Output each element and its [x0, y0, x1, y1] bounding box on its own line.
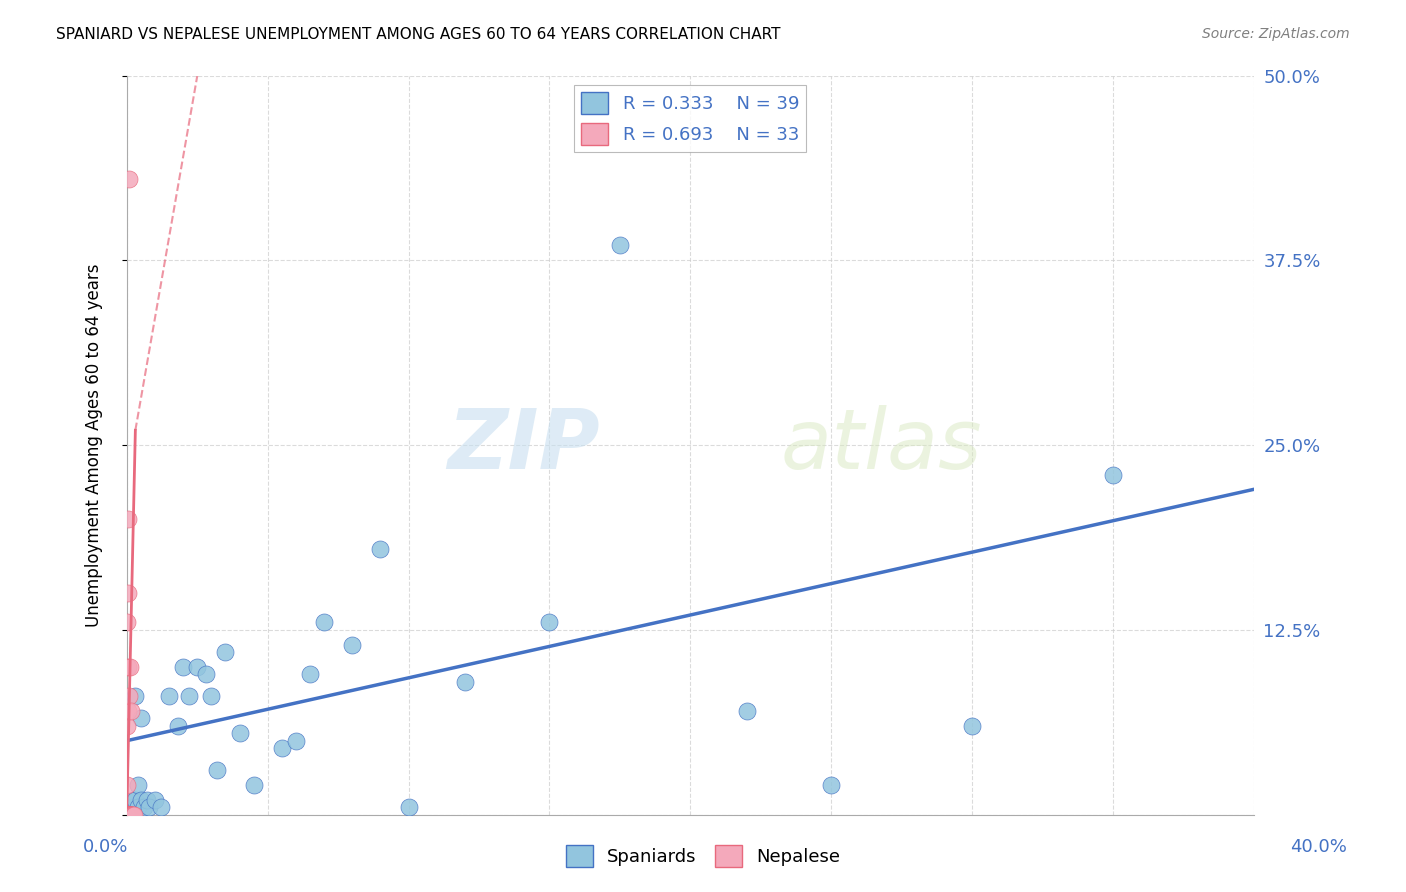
Point [117, 807, 139, 822]
Point [121, 800, 143, 814]
Point [342, 638, 364, 652]
Point [120, 807, 142, 822]
Point [122, 807, 145, 822]
Point [312, 615, 335, 630]
Point [1101, 467, 1123, 482]
Point [200, 690, 222, 704]
Point [298, 667, 321, 681]
Point [117, 615, 139, 630]
Point [129, 711, 152, 725]
Point [121, 793, 143, 807]
Point [117, 807, 139, 822]
Point [115, 807, 138, 822]
Point [115, 719, 138, 733]
Legend: Spaniards, Nepalese: Spaniards, Nepalese [558, 838, 848, 874]
Point [194, 667, 217, 681]
Point [135, 793, 157, 807]
Point [120, 704, 142, 718]
Point [172, 659, 194, 673]
Point [214, 645, 236, 659]
Point [117, 586, 139, 600]
Point [115, 807, 138, 822]
Point [398, 800, 420, 814]
Point [270, 741, 292, 756]
Point [735, 704, 758, 718]
Point [138, 800, 160, 814]
Point [117, 704, 139, 718]
Point [820, 778, 842, 792]
Point [120, 807, 142, 822]
Point [124, 690, 146, 704]
Legend: R = 0.333    N = 39, R = 0.693    N = 33: R = 0.333 N = 39, R = 0.693 N = 33 [574, 85, 807, 152]
Point [284, 733, 307, 747]
Point [127, 778, 149, 792]
Point [132, 800, 155, 814]
Point [117, 690, 139, 704]
Point [609, 238, 631, 252]
Point [149, 800, 172, 814]
Point [117, 807, 139, 822]
Point [118, 659, 141, 673]
Text: atlas: atlas [780, 405, 981, 485]
Point [186, 659, 208, 673]
Point [121, 807, 143, 822]
Point [370, 541, 392, 556]
Point [120, 807, 142, 822]
Point [120, 807, 142, 822]
Point [143, 793, 166, 807]
Point [118, 807, 141, 822]
Point [960, 719, 983, 733]
Point [118, 172, 141, 186]
Point [118, 807, 141, 822]
Text: ZIP: ZIP [447, 405, 600, 485]
Point [120, 807, 142, 822]
Point [538, 615, 561, 630]
Text: Source: ZipAtlas.com: Source: ZipAtlas.com [1202, 27, 1350, 41]
Point [157, 690, 180, 704]
Point [242, 778, 264, 792]
Text: 40.0%: 40.0% [1291, 838, 1347, 856]
Point [228, 726, 250, 740]
Point [117, 659, 139, 673]
Text: SPANIARD VS NEPALESE UNEMPLOYMENT AMONG AGES 60 TO 64 YEARS CORRELATION CHART: SPANIARD VS NEPALESE UNEMPLOYMENT AMONG … [56, 27, 780, 42]
Point [115, 778, 138, 792]
Point [115, 807, 138, 822]
Y-axis label: Unemployment Among Ages 60 to 64 years: Unemployment Among Ages 60 to 64 years [86, 263, 103, 627]
Point [124, 793, 146, 807]
Point [127, 800, 149, 814]
Point [166, 719, 188, 733]
Point [117, 807, 139, 822]
Point [177, 690, 200, 704]
Point [118, 807, 141, 822]
Point [205, 763, 228, 777]
Point [454, 674, 477, 689]
Point [115, 807, 138, 822]
Point [121, 807, 143, 822]
Point [118, 800, 141, 814]
Point [117, 512, 139, 526]
Text: 0.0%: 0.0% [83, 838, 128, 856]
Point [129, 793, 152, 807]
Point [117, 807, 139, 822]
Point [118, 807, 141, 822]
Point [118, 807, 141, 822]
